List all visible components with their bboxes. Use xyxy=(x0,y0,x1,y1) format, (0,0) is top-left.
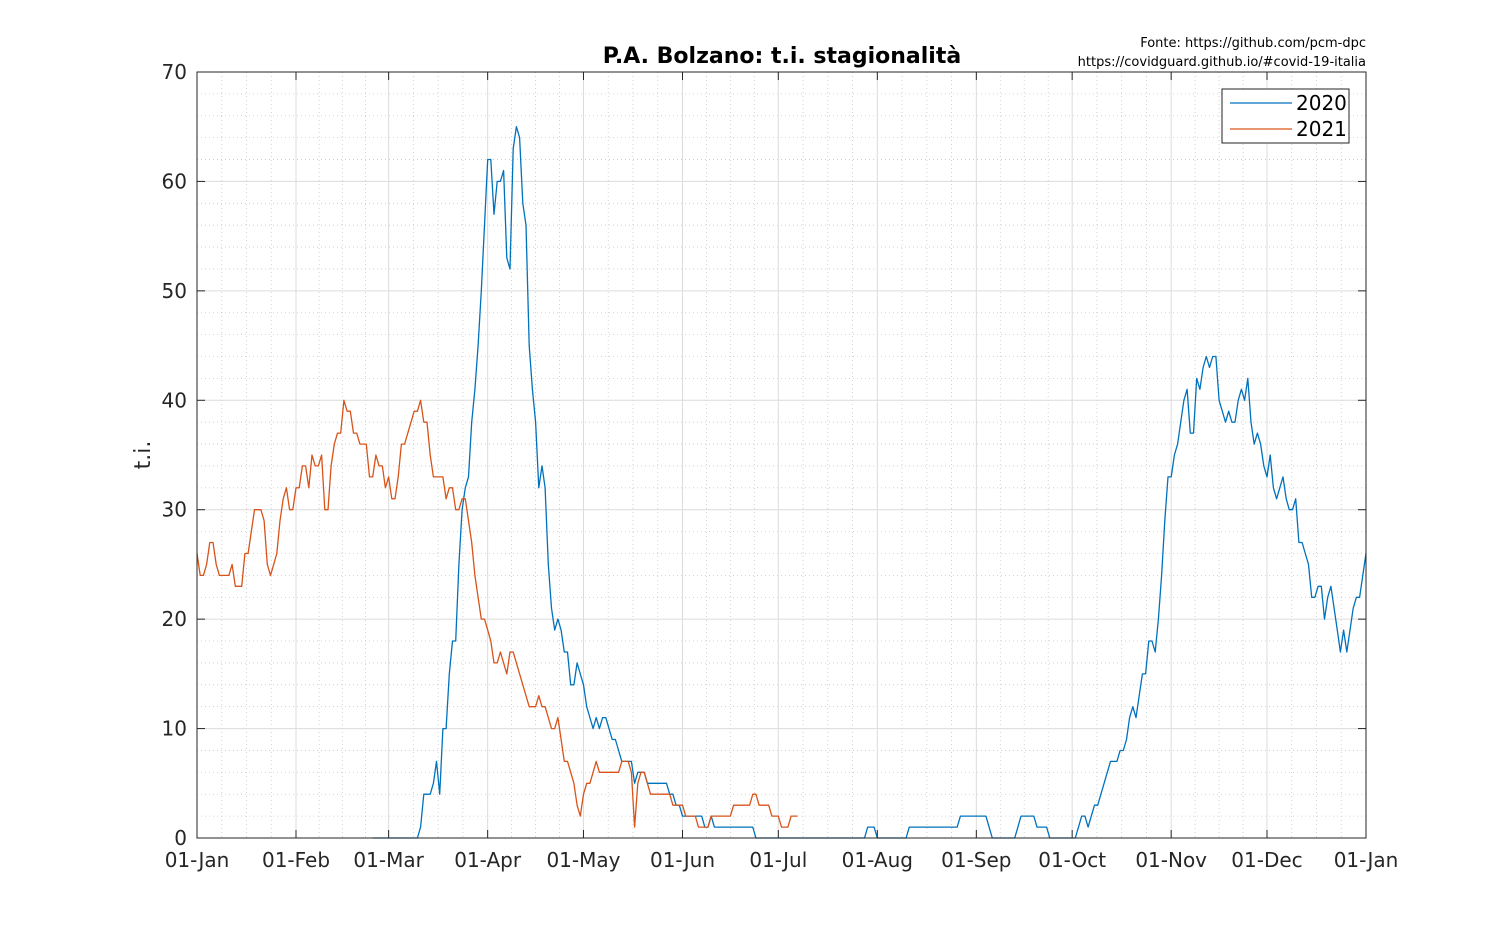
x-tick-label: 01-Jul xyxy=(749,848,807,872)
series-line-2020 xyxy=(372,126,1367,839)
x-tick-label: 01-Jan xyxy=(1334,848,1399,872)
y-tick-labels: 0 10 20 30 40 50 60 70 xyxy=(162,60,187,850)
plot-area-box xyxy=(196,71,1367,839)
x-tick-labels: 01-Jan 01-Feb 01-Mar 01-Apr 01-May 01-Jun 01-J… xyxy=(165,848,1399,872)
y-tick-label: 20 xyxy=(162,607,187,631)
chart-title: P.A. Bolzano: t.i. stagionalità xyxy=(603,44,961,69)
y-tick-label: 50 xyxy=(162,279,187,303)
series-line-2021 xyxy=(196,399,798,828)
y-tick-label: 30 xyxy=(162,498,187,522)
axis-ticks xyxy=(196,71,1367,839)
y-tick-label: 70 xyxy=(162,60,187,84)
x-tick-label: 01-Apr xyxy=(454,848,522,872)
x-tick-label: 01-Sep xyxy=(941,848,1011,872)
legend-box xyxy=(1221,88,1350,144)
source-line-1: Fonte: https://github.com/pcm-dpc xyxy=(1140,36,1366,51)
series-layer xyxy=(196,126,1367,839)
legend-label-2020: 2020 xyxy=(1296,91,1347,115)
y-tick-label: 10 xyxy=(162,717,187,741)
x-tick-label: 01-Feb xyxy=(262,848,330,872)
x-tick-label: 01-Jun xyxy=(650,848,715,872)
x-tick-label: 01-Oct xyxy=(1038,848,1106,872)
x-tick-label: 01-Jan xyxy=(165,848,230,872)
legend: 2020 2021 xyxy=(1221,88,1350,144)
y-axis-label: t.i. xyxy=(131,441,156,470)
x-tick-label: 01-May xyxy=(546,848,620,872)
legend-label-2021: 2021 xyxy=(1296,117,1347,141)
minor-grid xyxy=(197,72,1366,838)
x-tick-label: 01-Dec xyxy=(1231,848,1302,872)
x-tick-label: 01-Aug xyxy=(842,848,913,872)
y-tick-label: 40 xyxy=(162,388,187,412)
x-tick-label: 01-Mar xyxy=(353,848,424,872)
y-tick-label: 60 xyxy=(162,169,187,193)
source-line-2: https://covidguard.github.io/#covid-19-i… xyxy=(1078,55,1366,70)
y-tick-label: 0 xyxy=(174,826,187,850)
x-tick-label: 01-Nov xyxy=(1135,848,1207,872)
